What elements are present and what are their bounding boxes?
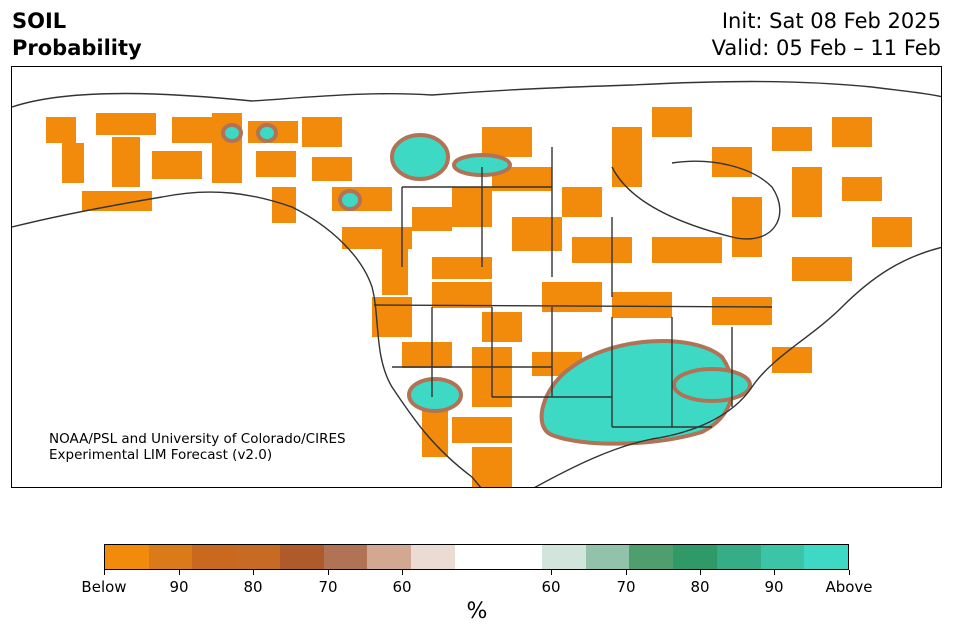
product-label: Probability xyxy=(12,36,142,60)
colorbar-segment xyxy=(148,545,193,569)
colorbar-segment xyxy=(367,545,411,569)
colorbar-tick-label: 70 xyxy=(616,578,636,596)
colorbar-tick-label: Above xyxy=(825,578,873,596)
colorbar-tick-label: Below xyxy=(81,578,127,596)
colorbar-segment xyxy=(323,545,368,569)
credit-line-1: NOAA/PSL and University of Colorado/CIRE… xyxy=(49,431,346,447)
colorbar-tick-mark xyxy=(328,570,329,575)
map-title: SOIL Probability xyxy=(12,8,142,62)
colorbar-segment xyxy=(716,545,761,569)
colorbar-segment xyxy=(192,545,237,569)
colorbar-segment xyxy=(105,545,149,569)
colorbar xyxy=(104,544,849,570)
colorbar-tick-label: 60 xyxy=(541,578,561,596)
colorbar-tick-mark xyxy=(849,570,850,575)
colorbar-tick-mark xyxy=(179,570,180,575)
colorbar-tick-label: 90 xyxy=(169,578,189,596)
colorbar-tick-mark xyxy=(626,570,627,575)
init-date: Init: Sat 08 Feb 2025 xyxy=(721,9,941,33)
coastlines-and-borders xyxy=(12,80,941,487)
colorbar-segment xyxy=(542,545,586,569)
data-credit: NOAA/PSL and University of Colorado/CIRE… xyxy=(49,431,346,463)
variable-label: SOIL xyxy=(12,9,67,33)
colorbar-tick-label: 80 xyxy=(243,578,263,596)
forecast-dates: Init: Sat 08 Feb 2025 Valid: 05 Feb – 11… xyxy=(712,8,941,62)
colorbar-tick-label: 70 xyxy=(318,578,338,596)
colorbar-segment xyxy=(279,545,324,569)
valid-date: Valid: 05 Feb – 11 Feb xyxy=(711,36,941,60)
colorbar-tick-mark xyxy=(700,570,701,575)
colorbar-segment xyxy=(585,545,630,569)
colorbar-segment xyxy=(410,545,455,569)
colorbar-tick-mark xyxy=(551,570,552,575)
colorbar-segment xyxy=(804,545,848,569)
colorbar-unit: % xyxy=(466,599,488,624)
colorbar-segment xyxy=(454,545,499,569)
colorbar-tick-label: 60 xyxy=(392,578,412,596)
colorbar-segment xyxy=(673,545,717,569)
colorbar-segment xyxy=(498,545,543,569)
credit-line-2: Experimental LIM Forecast (v2.0) xyxy=(49,447,273,463)
colorbar-segment xyxy=(760,545,805,569)
colorbar-segment xyxy=(629,545,674,569)
above-normal-region xyxy=(221,123,752,446)
colorbar-tick-label: 90 xyxy=(764,578,784,596)
forecast-map xyxy=(11,66,942,488)
colorbar-segment xyxy=(236,545,280,569)
map-canvas xyxy=(12,80,941,487)
colorbar-tick-mark xyxy=(402,570,403,575)
colorbar-tick-mark xyxy=(774,570,775,575)
colorbar-tick-mark xyxy=(104,570,105,575)
colorbar-tick-label: 80 xyxy=(690,578,710,596)
colorbar-tick-mark xyxy=(253,570,254,575)
